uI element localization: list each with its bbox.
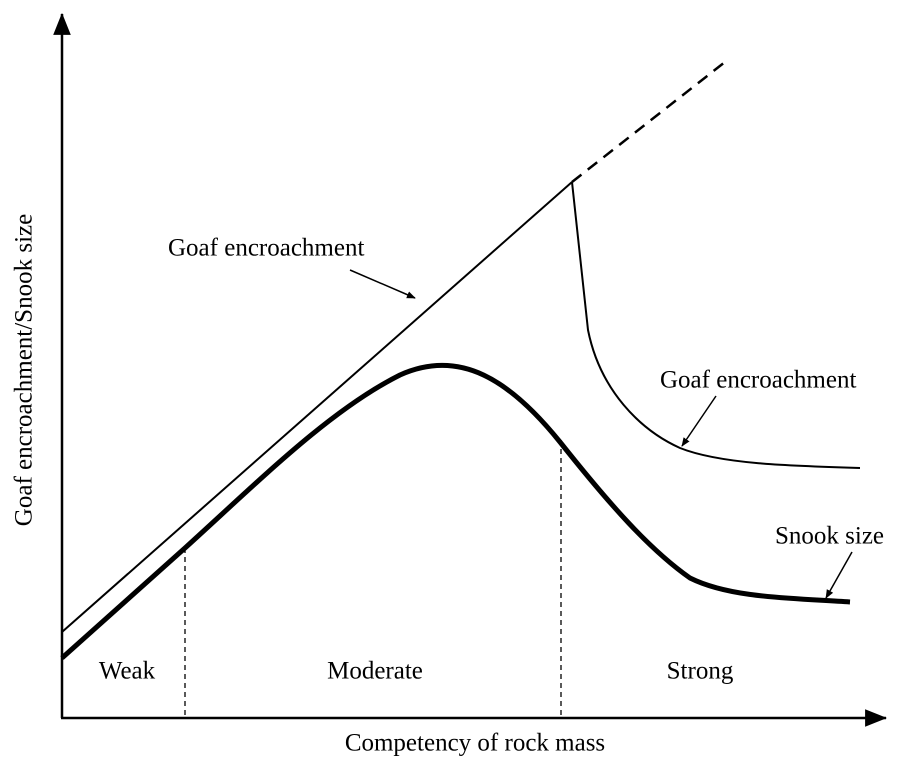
arrow xyxy=(349,269,416,299)
goaf-extension xyxy=(571,61,726,183)
x-axis-label: Competency of rock mass xyxy=(345,730,605,757)
y-axis-label: Goaf encroachment/Snook size xyxy=(11,214,38,526)
goaf-line xyxy=(61,181,573,633)
region-label: Strong xyxy=(667,658,734,685)
snook-curve xyxy=(60,362,851,660)
region-label: Weak xyxy=(99,658,156,685)
curve-label: Snook size xyxy=(775,523,884,550)
arrow xyxy=(681,395,717,447)
arrow xyxy=(825,551,853,599)
goaf-drop-curve xyxy=(571,181,861,469)
curve-label: Goaf encroachment xyxy=(660,367,856,394)
region-label: Moderate xyxy=(327,658,423,685)
curve-label: Goaf encroachment xyxy=(168,235,364,262)
